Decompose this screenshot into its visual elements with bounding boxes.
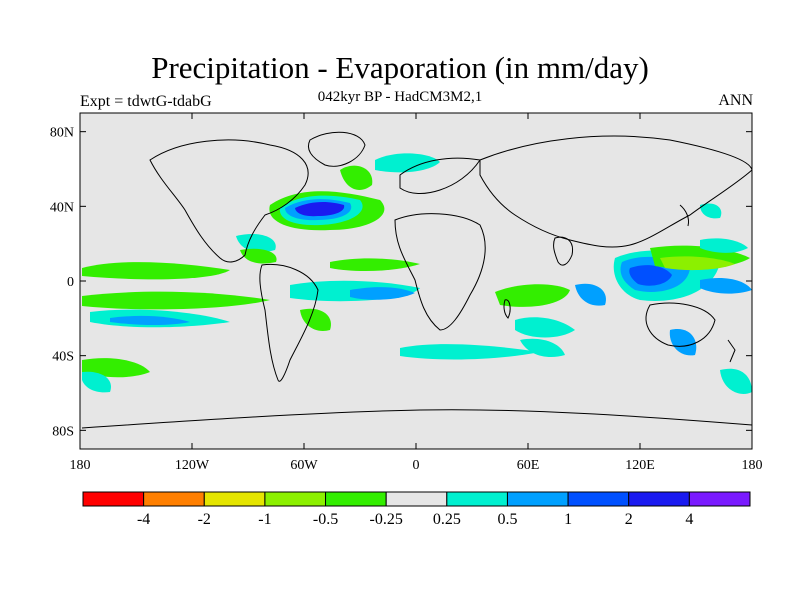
- colorbar-swatch: [688, 491, 751, 507]
- experiment-label: Expt = tdwtG-tdabG: [80, 93, 212, 110]
- colorbar-swatch: [567, 491, 630, 507]
- colorbar-label: -1: [258, 511, 271, 528]
- lat-tick-label: 80S: [52, 424, 74, 439]
- lon-tick-label: 120E: [625, 458, 655, 473]
- lon-tick-label: 0: [413, 458, 420, 473]
- colorbar: -4 -2 -1 -0.5 -0.25 0.25 0.5 1 2 4: [82, 491, 751, 528]
- lon-tick-label: 60W: [290, 458, 318, 473]
- lat-tick-label: 80N: [50, 126, 74, 141]
- colorbar-swatch: [446, 491, 508, 507]
- colorbar-swatch: [325, 491, 387, 507]
- longitude-axis: 180 120W 60W 0 60E 120E 180: [70, 113, 763, 473]
- lon-tick-label: 180: [742, 458, 763, 473]
- chart-subtitle: 042kyr BP - HadCM3M2,1: [317, 89, 483, 105]
- colorbar-swatch: [143, 491, 205, 507]
- chart-title: Precipitation - Evaporation (in mm/day): [151, 50, 649, 85]
- colorbar-swatch: [506, 491, 569, 507]
- season-label: ANN: [718, 92, 753, 109]
- colorbar-label: 1: [564, 511, 572, 528]
- colorbar-label: -4: [137, 511, 150, 528]
- colorbar-swatch: [203, 491, 266, 507]
- colorbar-label: 0.5: [497, 511, 517, 528]
- colorbar-label: 2: [625, 511, 633, 528]
- lat-tick-label: 40S: [52, 350, 74, 365]
- latitude-axis: 80N 40N 0 40S 80S: [50, 126, 752, 439]
- lat-tick-label: 0: [67, 275, 74, 290]
- colorbar-swatch: [628, 491, 690, 507]
- lon-tick-label: 60E: [517, 458, 540, 473]
- colorbar-label: -0.5: [313, 511, 338, 528]
- colorbar-swatch: [264, 491, 327, 507]
- lat-tick-label: 40N: [50, 200, 74, 215]
- lon-tick-label: 120W: [175, 458, 210, 473]
- colorbar-label: 0.25: [433, 511, 461, 528]
- coastlines: [81, 131, 753, 429]
- colorbar-swatch: [82, 491, 145, 507]
- lon-tick-label: 180: [70, 458, 91, 473]
- colorbar-label: 4: [685, 511, 693, 528]
- colorbar-swatch: [385, 491, 448, 507]
- anomaly-field: [82, 153, 752, 394]
- colorbar-label: -2: [198, 511, 211, 528]
- colorbar-label: -0.25: [370, 511, 403, 528]
